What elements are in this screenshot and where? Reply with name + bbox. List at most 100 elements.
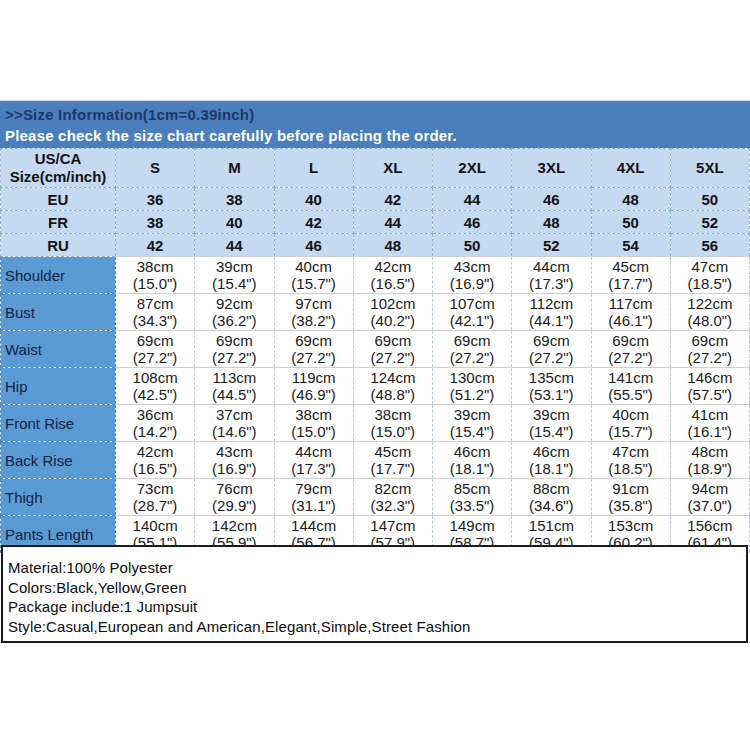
measurement-value: 112cm (44.1") xyxy=(512,294,591,331)
region-size-value: 44 xyxy=(195,234,274,257)
corner-cell: US/CA Size(cm/inch) xyxy=(1,149,116,188)
measurement-label: Bust xyxy=(1,294,116,331)
measurement-value: 48cm (18.9") xyxy=(670,442,749,479)
measurement-row-front-rise: Front Rise36cm (14.2")37cm (14.6")38cm (… xyxy=(1,405,750,442)
measurement-value: 69cm (27.2") xyxy=(512,331,591,368)
measurement-value: 42cm (16.5") xyxy=(353,257,432,294)
measurement-value: 45cm (17.7") xyxy=(353,442,432,479)
measurement-label: Hip xyxy=(1,368,116,405)
measurement-label: Shoulder xyxy=(1,257,116,294)
detail-colors: Colors:Black,Yellow,Green xyxy=(8,578,740,598)
measurement-value: 46cm (18.1") xyxy=(512,442,591,479)
region-label: EU xyxy=(1,188,116,211)
region-row-fr: FR3840424446485052 xyxy=(1,211,750,234)
measurement-label: Waist xyxy=(1,331,116,368)
measurement-value: 122cm (48.0") xyxy=(670,294,749,331)
measurement-value: 107cm (42.1") xyxy=(433,294,512,331)
measurement-value: 76cm (29.9") xyxy=(195,479,274,516)
measurement-row-bust: Bust87cm (34.3")92cm (36.2")97cm (38.2")… xyxy=(1,294,750,331)
measurement-value: 79cm (31.1") xyxy=(274,479,353,516)
region-size-value: 44 xyxy=(433,188,512,211)
measurement-value: 117cm (46.1") xyxy=(591,294,670,331)
detail-package: Package include:1 Jumpsuit xyxy=(8,597,740,617)
region-size-value: 40 xyxy=(195,211,274,234)
measurement-value: 39cm (15.4") xyxy=(512,405,591,442)
detail-material: Material:100% Polyester xyxy=(8,558,740,578)
measurement-value: 87cm (34.3") xyxy=(116,294,195,331)
measurement-value: 40cm (15.7") xyxy=(591,405,670,442)
measurement-value: 82cm (32.3") xyxy=(353,479,432,516)
measurement-value: 46cm (18.1") xyxy=(433,442,512,479)
measurement-value: 69cm (27.2") xyxy=(195,331,274,368)
measurement-value: 38cm (15.0") xyxy=(274,405,353,442)
measurement-value: 44cm (17.3") xyxy=(512,257,591,294)
measurement-value: 146cm (57.5") xyxy=(670,368,749,405)
size-header-2xl: 2XL xyxy=(433,149,512,188)
measurement-value: 69cm (27.2") xyxy=(433,331,512,368)
measurement-row-thigh: Thigh73cm (28.7")76cm (29.9")79cm (31.1"… xyxy=(1,479,750,516)
measurement-label: Front Rise xyxy=(1,405,116,442)
measurement-value: 69cm (27.2") xyxy=(116,331,195,368)
measurement-value: 36cm (14.2") xyxy=(116,405,195,442)
size-header-4xl: 4XL xyxy=(591,149,670,188)
measurement-value: 40cm (15.7") xyxy=(274,257,353,294)
region-size-value: 46 xyxy=(274,234,353,257)
detail-style: Style:Casual,European and American,Elega… xyxy=(8,617,740,637)
measurement-value: 102cm (40.2") xyxy=(353,294,432,331)
measurement-value: 39cm (15.4") xyxy=(433,405,512,442)
measurement-value: 43cm (16.9") xyxy=(433,257,512,294)
size-info-banner: >>Size Information(1cm=0.39inch) Please … xyxy=(0,100,750,148)
measurement-value: 130cm (51.2") xyxy=(433,368,512,405)
size-header-row: US/CA Size(cm/inch)SMLXL2XL3XL4XL5XL xyxy=(1,149,750,188)
region-size-value: 42 xyxy=(353,188,432,211)
region-size-value: 38 xyxy=(116,211,195,234)
region-size-value: 36 xyxy=(116,188,195,211)
measurement-value: 47cm (18.5") xyxy=(670,257,749,294)
measurement-value: 45cm (17.7") xyxy=(591,257,670,294)
size-header-l: L xyxy=(274,149,353,188)
measurement-value: 135cm (53.1") xyxy=(512,368,591,405)
measurement-value: 94cm (37.0") xyxy=(670,479,749,516)
product-details-box: Material:100% Polyester Colors:Black,Yel… xyxy=(1,545,748,643)
region-size-value: 52 xyxy=(670,211,749,234)
measurement-value: 44cm (17.3") xyxy=(274,442,353,479)
measurement-value: 124cm (48.8") xyxy=(353,368,432,405)
measurement-value: 108cm (42.5") xyxy=(116,368,195,405)
measurement-value: 113cm (44.5") xyxy=(195,368,274,405)
size-header-5xl: 5XL xyxy=(670,149,749,188)
region-size-value: 48 xyxy=(353,234,432,257)
measurement-value: 69cm (27.2") xyxy=(353,331,432,368)
region-size-value: 48 xyxy=(512,211,591,234)
region-size-value: 50 xyxy=(433,234,512,257)
measurement-value: 119cm (46.9") xyxy=(274,368,353,405)
measurement-value: 69cm (27.2") xyxy=(670,331,749,368)
region-size-value: 50 xyxy=(670,188,749,211)
measurement-value: 41cm (16.1") xyxy=(670,405,749,442)
measurement-value: 85cm (33.5") xyxy=(433,479,512,516)
measurement-value: 69cm (27.2") xyxy=(591,331,670,368)
measurement-value: 91cm (35.8") xyxy=(591,479,670,516)
measurement-value: 39cm (15.4") xyxy=(195,257,274,294)
region-size-value: 42 xyxy=(116,234,195,257)
measurement-value: 47cm (18.5") xyxy=(591,442,670,479)
region-size-value: 46 xyxy=(433,211,512,234)
region-size-value: 40 xyxy=(274,188,353,211)
region-size-value: 52 xyxy=(512,234,591,257)
measurement-row-hip: Hip108cm (42.5")113cm (44.5")119cm (46.9… xyxy=(1,368,750,405)
region-label: FR xyxy=(1,211,116,234)
region-size-value: 54 xyxy=(591,234,670,257)
measurement-value: 38cm (15.0") xyxy=(353,405,432,442)
measurement-value: 43cm (16.9") xyxy=(195,442,274,479)
region-size-value: 38 xyxy=(195,188,274,211)
size-header-3xl: 3XL xyxy=(512,149,591,188)
measurement-value: 69cm (27.2") xyxy=(274,331,353,368)
region-size-value: 48 xyxy=(591,188,670,211)
measurement-row-back-rise: Back Rise42cm (16.5")43cm (16.9")44cm (1… xyxy=(1,442,750,479)
region-size-value: 42 xyxy=(274,211,353,234)
measurement-label: Back Rise xyxy=(1,442,116,479)
measurement-label: Thigh xyxy=(1,479,116,516)
region-size-value: 50 xyxy=(591,211,670,234)
size-information-page: >>Size Information(1cm=0.39inch) Please … xyxy=(0,0,750,750)
measurement-value: 37cm (14.6") xyxy=(195,405,274,442)
measurement-value: 88cm (34.6") xyxy=(512,479,591,516)
